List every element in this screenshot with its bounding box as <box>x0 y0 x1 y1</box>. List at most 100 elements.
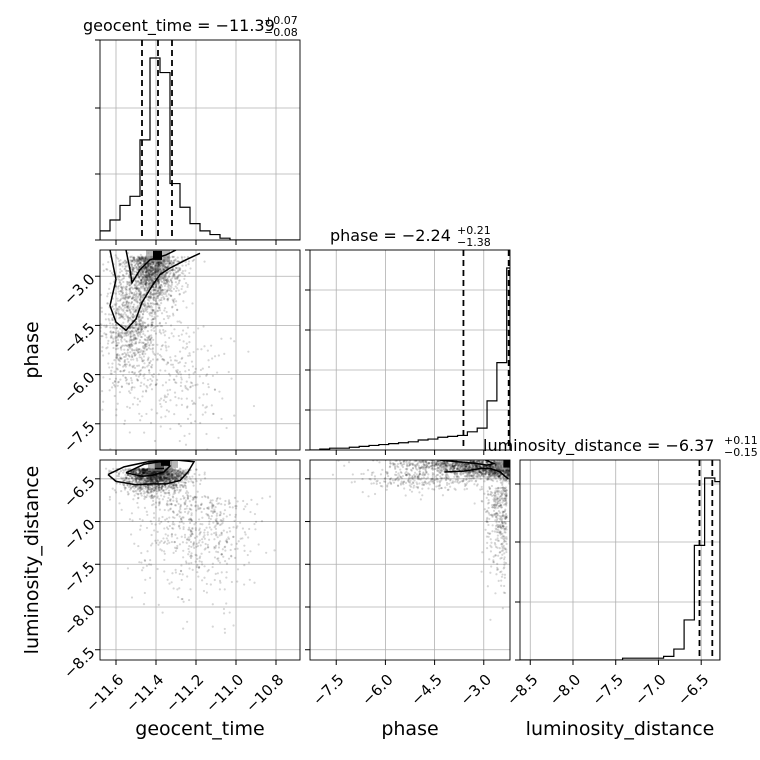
sample-point <box>139 311 143 314</box>
sample-point <box>115 344 119 347</box>
sample-point <box>149 291 152 294</box>
sample-point <box>155 480 159 483</box>
sample-point <box>160 478 163 481</box>
sample-point <box>248 578 251 581</box>
sample-point <box>144 277 147 280</box>
sample-point <box>189 529 192 533</box>
sample-point <box>130 379 133 382</box>
sample-point <box>174 395 177 399</box>
sample-point <box>157 484 160 487</box>
sample-point <box>182 549 185 552</box>
sample-point <box>128 316 131 319</box>
sample-point <box>150 266 153 270</box>
sample-point <box>139 292 142 296</box>
sample-point <box>119 356 122 359</box>
sample-point <box>211 374 215 377</box>
sample-point <box>115 327 118 330</box>
sample-point <box>209 501 212 504</box>
sample-point <box>139 258 143 261</box>
sample-point <box>152 512 156 515</box>
sample-point <box>149 279 153 282</box>
sample-point <box>176 486 179 489</box>
sample-point <box>152 471 155 474</box>
sample-point <box>153 313 156 316</box>
sample-point <box>145 265 149 268</box>
sample-point <box>149 339 152 342</box>
sample-point <box>118 299 121 302</box>
sample-point <box>169 479 172 483</box>
sample-point <box>142 293 145 297</box>
sample-point <box>189 267 192 270</box>
sample-point <box>134 479 137 482</box>
sample-point <box>119 482 122 485</box>
sample-point <box>181 516 184 519</box>
sample-point <box>191 526 194 530</box>
sample-point <box>114 337 117 340</box>
sample-point <box>133 267 136 270</box>
sample-point <box>205 432 208 436</box>
sample-point <box>138 467 141 470</box>
sample-point <box>134 342 138 345</box>
sample-point <box>209 499 212 502</box>
sample-point <box>173 378 176 381</box>
sample-point <box>156 280 159 283</box>
sample-point <box>181 264 184 267</box>
sample-point <box>182 300 185 303</box>
sample-point <box>178 361 182 364</box>
sample-point <box>158 478 161 481</box>
sample-point <box>147 264 151 267</box>
sample-point <box>137 467 140 470</box>
sample-point <box>114 377 117 380</box>
sample-point <box>156 292 160 295</box>
sample-point <box>152 475 156 479</box>
sample-point <box>225 531 229 534</box>
sample-point <box>146 275 149 278</box>
sample-point <box>104 467 108 470</box>
sample-point <box>111 318 115 322</box>
sample-point <box>243 583 246 586</box>
sample-point <box>134 472 137 475</box>
sample-point <box>175 300 178 303</box>
sample-point <box>125 363 128 366</box>
sample-point <box>137 323 141 326</box>
sample-point <box>121 316 125 319</box>
sample-point <box>179 321 183 324</box>
sample-point <box>247 561 251 564</box>
sample-point <box>148 282 151 285</box>
sample-point <box>114 323 118 326</box>
sample-point <box>147 305 150 309</box>
sample-point <box>149 347 152 351</box>
sample-point <box>149 472 152 475</box>
sample-point <box>171 277 174 280</box>
sample-point <box>171 312 175 315</box>
sample-point <box>147 277 150 281</box>
sample-point <box>155 479 158 482</box>
sample-point <box>170 259 173 263</box>
sample-point <box>143 293 146 297</box>
sample-point <box>178 472 181 475</box>
sample-point <box>148 268 151 271</box>
sample-point <box>137 544 140 548</box>
sample-point <box>144 325 147 329</box>
sample-point <box>130 301 133 304</box>
sample-point <box>147 477 150 480</box>
sample-point <box>158 279 161 282</box>
sample-point <box>190 503 193 506</box>
sample-point <box>155 270 158 273</box>
sample-point <box>138 265 141 268</box>
sample-point <box>145 469 148 472</box>
sample-point <box>147 279 150 283</box>
sample-point <box>189 555 192 558</box>
sample-point <box>142 481 145 484</box>
sample-point <box>162 281 166 284</box>
sample-point <box>135 286 138 289</box>
sample-point <box>176 276 179 279</box>
sample-point <box>117 332 120 335</box>
sample-point <box>174 471 177 474</box>
sample-point <box>180 535 183 538</box>
sample-point <box>150 476 154 480</box>
sample-point <box>152 268 155 271</box>
sample-point <box>157 278 160 282</box>
sample-point <box>142 467 145 470</box>
sample-point <box>150 321 153 324</box>
